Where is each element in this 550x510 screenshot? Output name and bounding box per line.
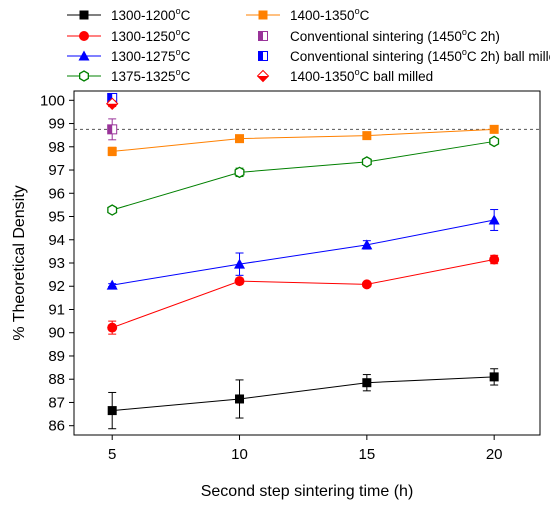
x-tick-label: 15: [358, 446, 375, 463]
legend-marker: [258, 31, 268, 41]
data-point: [234, 166, 245, 179]
data-point: [107, 322, 118, 333]
y-tick-label: 90: [48, 325, 65, 342]
legend-label: 1300-1275oC: [111, 47, 191, 64]
series-0: [107, 368, 499, 430]
legend-marker: [79, 70, 89, 82]
x-tick-label: 5: [108, 446, 116, 463]
y-tick-label: 96: [48, 185, 65, 202]
legend-label: Conventional sintering (1450oC 2h) ball …: [290, 47, 550, 64]
y-tick-label: 86: [48, 418, 65, 435]
data-point: [107, 406, 117, 416]
legend-item-4: 1400-1350oC: [246, 6, 370, 23]
series-5: [107, 118, 118, 141]
plot-frame: [73, 90, 541, 436]
data-point: [105, 97, 119, 110]
y-tick-label: 93: [48, 255, 65, 272]
legend-label: 1300-1250oC: [111, 27, 191, 44]
axis-ticks: 5 10 15 20 86 87 88 89 90 91 92 93 94 95 96 97 98 99 100: [40, 92, 503, 463]
data-point: [107, 124, 118, 135]
legend-item-6: Conventional sintering (1450oC 2h) ball …: [258, 47, 550, 64]
y-tick-label: 95: [48, 209, 65, 226]
y-tick-label: 92: [48, 278, 65, 295]
y-tick-label: 87: [48, 394, 65, 411]
data-point: [361, 239, 373, 250]
series-line: [112, 376, 495, 412]
legend-item-1: 1300-1250oC: [67, 27, 191, 44]
series-group: [105, 92, 500, 430]
legend-item-3: 1375-1325oC: [67, 67, 191, 84]
y-tick-label: 97: [48, 162, 65, 179]
legend: 1300-1200oC 1300-1250oC 1300-1275oC 1375-13…: [67, 6, 550, 84]
legend-marker: [258, 51, 268, 61]
data-point: [488, 214, 500, 225]
legend-item-5: Conventional sintering (1450oC 2h): [258, 27, 500, 44]
legend-marker: [78, 50, 90, 61]
data-point: [234, 258, 246, 269]
data-point: [235, 134, 245, 144]
data-point: [234, 276, 245, 287]
y-tick-label: 89: [48, 348, 65, 365]
x-tick-label: 10: [231, 446, 248, 463]
y-tick-label: 98: [48, 139, 65, 156]
legend-marker: [258, 10, 268, 20]
data-point: [235, 394, 245, 404]
legend-item-7: 1400-1350oC ball milled: [256, 67, 433, 84]
series-line: [112, 140, 495, 211]
series-3: [107, 135, 500, 216]
data-point: [362, 131, 372, 141]
series-2: [106, 209, 500, 290]
data-point: [489, 372, 499, 382]
series-7: [105, 97, 119, 110]
data-point: [106, 279, 118, 290]
legend-item-0: 1300-1200oC: [67, 6, 191, 23]
y-tick-label: 100: [40, 92, 65, 109]
legend-label: 1400-1350oC: [290, 6, 370, 23]
y-tick-label: 99: [48, 116, 65, 133]
legend-marker: [79, 31, 89, 41]
series-1: [107, 254, 500, 335]
data-point: [361, 156, 372, 168]
legend-label: 1300-1200oC: [111, 6, 191, 23]
data-point: [107, 146, 117, 156]
legend-label: 1400-1350oC ball milled: [290, 67, 433, 84]
x-tick-label: 20: [486, 446, 503, 463]
legend-label: 1375-1325oC: [111, 67, 191, 84]
data-point: [489, 135, 500, 148]
x-axis-label: Second step sintering time (h): [201, 483, 414, 500]
legend-item-2: 1300-1275oC: [67, 47, 191, 64]
y-tick-label: 94: [48, 232, 65, 249]
data-point: [489, 254, 500, 265]
data-point: [362, 378, 372, 388]
legend-marker: [256, 69, 270, 83]
y-tick-label: 88: [48, 371, 65, 388]
y-tick-label: 91: [48, 301, 65, 318]
legend-label: Conventional sintering (1450oC 2h): [290, 27, 500, 44]
y-axis-label: % Theoretical Density: [11, 185, 28, 340]
legend-marker: [79, 10, 89, 20]
data-point: [107, 204, 118, 216]
data-point: [361, 279, 372, 290]
plot-area: 5 10 15 20 86 87 88 89 90 91 92 93 94 95 96 97 98 99 100: [40, 90, 541, 463]
series-line: [112, 128, 495, 152]
series-line: [112, 219, 495, 286]
series-4: [107, 124, 499, 157]
series-line: [112, 259, 495, 329]
data-point: [489, 124, 499, 134]
